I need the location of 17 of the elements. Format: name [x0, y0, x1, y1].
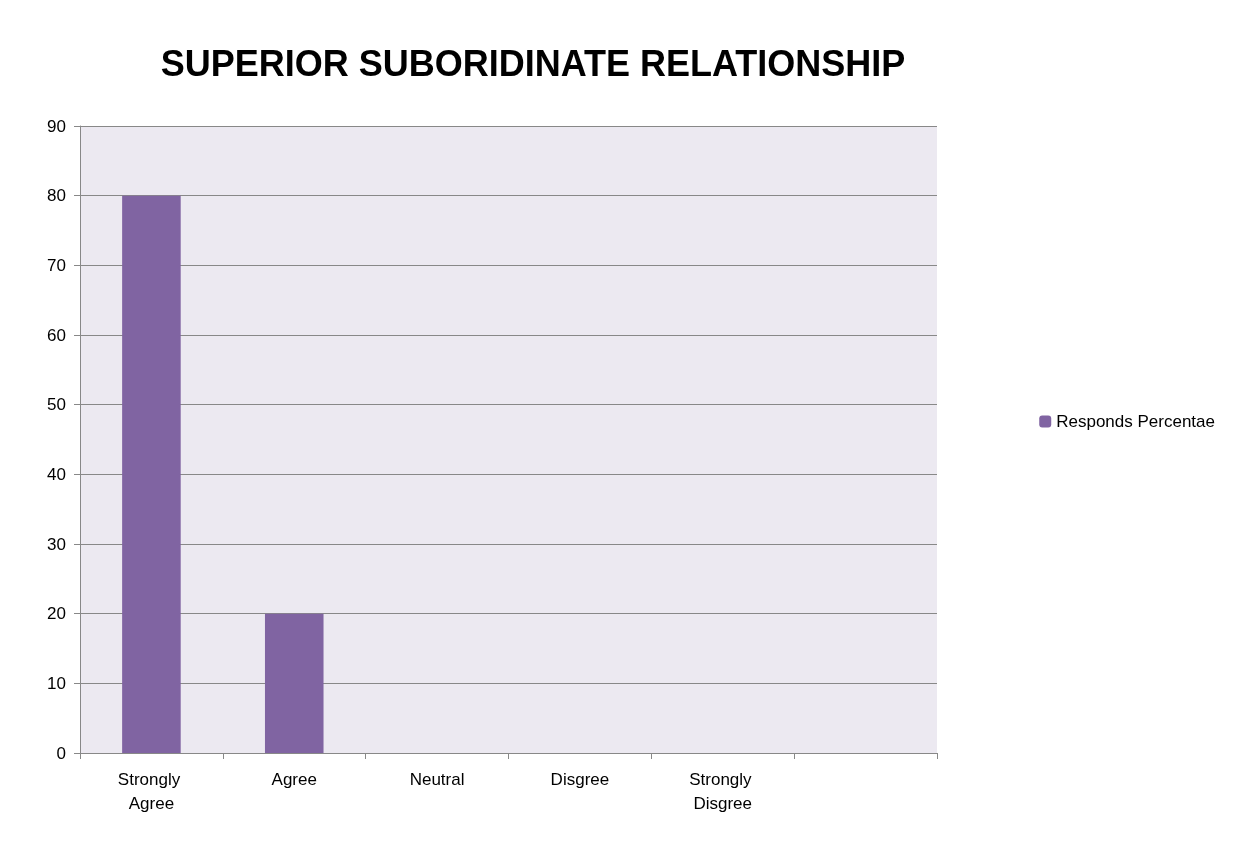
x-tick-label: Neutral	[409, 769, 465, 789]
y-tick-label: 20	[47, 604, 66, 624]
y-tick-label: 80	[47, 186, 66, 206]
y-tick-label: 0	[56, 743, 66, 763]
x-tick-label: Strongly Agree	[117, 769, 185, 813]
x-tick-label: Strongly Disgree	[689, 769, 757, 813]
x-tick-label: Agree	[271, 769, 317, 789]
x-tick-label: Disgree	[550, 769, 610, 789]
y-tick-label: 50	[47, 395, 66, 415]
y-tick-label: 60	[47, 325, 66, 345]
y-tick-label: 70	[47, 255, 66, 275]
y-tick-label: 30	[47, 534, 66, 554]
y-tick-label: 40	[47, 464, 66, 484]
legend-label: Responds Percentae	[1056, 412, 1216, 431]
y-tick-label: 90	[47, 116, 66, 136]
chart-title: SUPERIOR SUBORIDINATE RELATIONSHIP	[160, 42, 906, 84]
y-tick-label: 10	[47, 673, 66, 693]
